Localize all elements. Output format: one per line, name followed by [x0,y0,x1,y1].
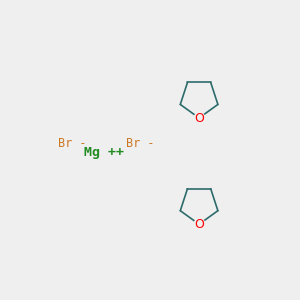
Text: O: O [194,112,204,124]
Text: Mg ++: Mg ++ [84,146,124,159]
Text: Br -: Br - [58,137,87,150]
Text: Br -: Br - [126,137,154,150]
Text: O: O [194,218,204,231]
